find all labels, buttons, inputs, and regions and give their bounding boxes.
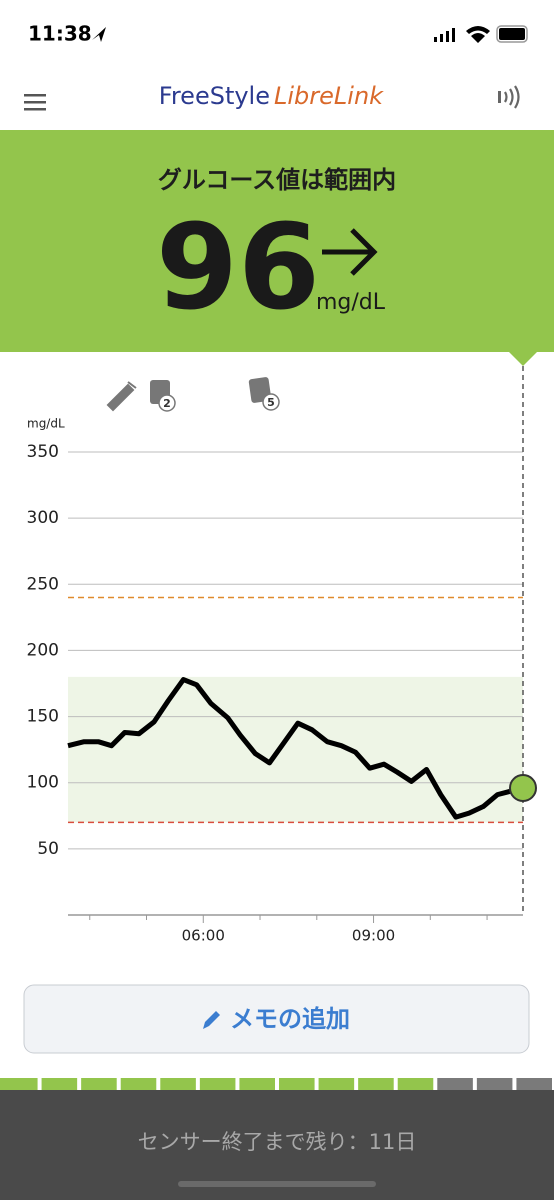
progress-segment bbox=[41, 1078, 78, 1090]
status-time: 11:38 bbox=[28, 22, 92, 46]
battery-level bbox=[499, 28, 525, 40]
product: LibreLink bbox=[274, 82, 384, 110]
y-tick-label: 350 bbox=[27, 442, 59, 462]
progress-segment bbox=[199, 1078, 236, 1090]
sensor-remaining: センサー終了まで残り：11日 bbox=[138, 1130, 417, 1154]
status-banner bbox=[0, 130, 554, 352]
nfc-bar bbox=[498, 91, 501, 103]
glucose-line bbox=[67, 677, 524, 820]
y-tick-label: 300 bbox=[27, 508, 59, 528]
y-tick-label: 50 bbox=[37, 839, 59, 859]
progress-segment bbox=[516, 1078, 552, 1090]
progress-segment bbox=[120, 1078, 157, 1090]
battery-icon bbox=[496, 25, 528, 43]
y-tick-label: 100 bbox=[27, 773, 59, 793]
progress-segment bbox=[160, 1078, 196, 1090]
badge-count: 2 bbox=[163, 397, 171, 410]
progress-segment bbox=[358, 1078, 394, 1090]
insulin-icon bbox=[106, 381, 137, 412]
progress-segment bbox=[279, 1078, 315, 1090]
progress-segment bbox=[0, 1078, 38, 1090]
signal-icon bbox=[434, 28, 455, 42]
trend-arrow bbox=[322, 228, 378, 276]
progress-segment bbox=[239, 1078, 275, 1090]
sensor-progress bbox=[0, 1078, 552, 1090]
pencil-icon bbox=[203, 1011, 220, 1029]
banner-pointer bbox=[509, 352, 537, 366]
menu-button[interactable] bbox=[24, 94, 46, 111]
glucose-value: 96 bbox=[156, 198, 320, 336]
progress-segment bbox=[318, 1078, 355, 1090]
progress-segment bbox=[437, 1078, 473, 1090]
y-tick-label: 250 bbox=[27, 574, 59, 594]
y-tick-label: 150 bbox=[27, 707, 59, 727]
glucose-unit: mg/dL bbox=[316, 290, 386, 315]
home-indicator bbox=[178, 1181, 376, 1187]
brand: FreeStyle bbox=[159, 82, 270, 110]
badge-count: 5 bbox=[267, 396, 275, 409]
progress-segment bbox=[476, 1078, 513, 1090]
progress-segment bbox=[81, 1078, 117, 1090]
progress-segment bbox=[397, 1078, 434, 1090]
memo-label: メモの追加 bbox=[230, 1005, 350, 1033]
x-tick-label: 09:00 bbox=[352, 927, 395, 945]
badge bbox=[158, 394, 176, 412]
current-reading bbox=[509, 774, 537, 803]
target-range bbox=[68, 676, 523, 823]
y-tick-label: 200 bbox=[27, 640, 59, 660]
memo-button[interactable] bbox=[23, 984, 530, 1054]
x-tick-label: 06:00 bbox=[182, 927, 225, 945]
banner-status: グルコース値は範囲内 bbox=[158, 166, 396, 194]
glucose-chart: 50 100 150 200 250 300 350 06:00 09:00 bbox=[27, 366, 537, 945]
wifi-icon bbox=[466, 26, 490, 43]
nfc-icon[interactable] bbox=[504, 85, 520, 109]
location-icon bbox=[92, 27, 106, 42]
badge bbox=[262, 393, 280, 411]
y-axis-label: mg/dL bbox=[27, 417, 65, 431]
